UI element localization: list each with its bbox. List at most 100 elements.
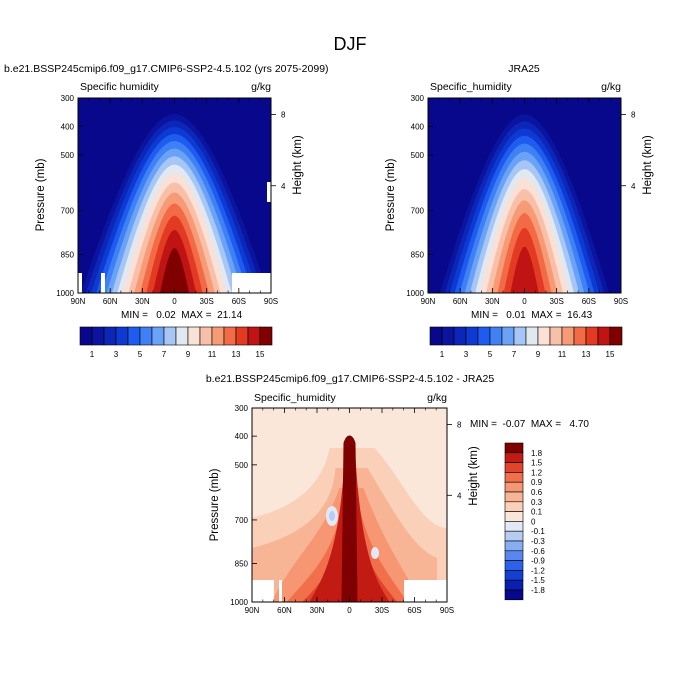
colorbar-swatch xyxy=(91,326,105,346)
colorbar-swatch xyxy=(513,326,527,346)
colorbar-swatch xyxy=(504,442,524,454)
colorbar-label: 5 xyxy=(488,350,493,359)
lat-tick-label: 90N xyxy=(71,297,86,306)
height-tick-label: 8 xyxy=(631,111,636,120)
colorbar-label: 5 xyxy=(138,350,143,359)
diff-min-max: MIN = -0.07 MAX = 4.70 xyxy=(470,419,589,430)
colorbar-swatch xyxy=(504,570,524,581)
colorbar-swatch xyxy=(127,326,141,346)
height-tick-label: 8 xyxy=(281,111,286,120)
colorbar-swatch xyxy=(585,326,599,346)
lat-tick-label: 0 xyxy=(522,297,527,306)
colorbar-label: -0.3 xyxy=(531,537,545,546)
diff-ylabel: Pressure (mb) xyxy=(209,468,221,541)
colorbar-swatch xyxy=(504,540,524,552)
colorbar-swatch xyxy=(504,560,524,571)
model-ylabel-right: Height (km) xyxy=(292,135,304,195)
diff-axes: 300 400 500 700 850 1000 8 4 90N 60N 30N 0 30S 60S 90S xyxy=(230,404,462,615)
colorbar-label: -1.8 xyxy=(531,586,545,595)
obs-ylabel: Pressure (mb) xyxy=(385,158,397,231)
diff-contour-field xyxy=(252,408,447,602)
colorbar-label: 11 xyxy=(208,350,217,359)
pressure-tick-label: 400 xyxy=(235,432,249,441)
colorbar-swatch xyxy=(504,501,524,512)
colorbar-label: 0.9 xyxy=(531,478,543,487)
colorbar-swatch xyxy=(504,530,524,542)
missing-data-patch xyxy=(267,182,271,202)
colorbar-label: 7 xyxy=(512,350,517,359)
height-tick-label: 4 xyxy=(631,182,636,191)
lat-tick-label: 90N xyxy=(245,606,260,615)
obs-right-label: g/kg xyxy=(601,81,621,93)
colorbar-label: 3 xyxy=(464,350,469,359)
diff-left-label: Specific_humidity xyxy=(254,392,336,404)
colorbar-label: -1.5 xyxy=(531,576,545,585)
lat-tick-label: 30S xyxy=(375,606,389,615)
colorbar-label: 0.6 xyxy=(531,488,543,497)
pressure-tick-label: 850 xyxy=(235,560,249,569)
lat-tick-label: 30S xyxy=(200,297,214,306)
colorbar-swatch xyxy=(504,481,524,493)
lat-tick-label: 60N xyxy=(453,297,468,306)
pressure-tick-label: 500 xyxy=(411,151,425,160)
lat-tick-label: 60S xyxy=(232,297,246,306)
colorbar-swatch xyxy=(247,326,261,346)
missing-data-patch xyxy=(78,273,82,293)
pressure-tick-label: 300 xyxy=(235,404,249,413)
lat-tick-label: 90S xyxy=(440,606,454,615)
pressure-tick-label: 1000 xyxy=(230,598,248,607)
colorbar-swatch xyxy=(504,550,524,561)
diff-right-label: g/kg xyxy=(427,392,447,404)
colorbar-swatch xyxy=(453,326,467,346)
lat-tick-label: 30S xyxy=(550,297,564,306)
pressure-tick-label: 400 xyxy=(61,122,75,131)
colorbar-swatch xyxy=(504,472,524,483)
colorbar-label: 0.3 xyxy=(531,498,543,507)
diff-panel-title: b.e21.BSSP245cmip6.f09_g17.CMIP6-SSP2-4.… xyxy=(206,373,494,385)
height-tick-label: 4 xyxy=(457,491,462,500)
colorbar-label: 1 xyxy=(90,350,95,359)
colorbar-swatch xyxy=(549,326,563,346)
colorbar-label: 13 xyxy=(582,350,591,359)
colorbar-swatch xyxy=(537,326,551,346)
colorbar-label: -1.2 xyxy=(531,566,545,575)
model-axes: 300 400 500 700 850 1000 8 4 90N 60N 30N 0 30S 60S 90S xyxy=(56,94,286,306)
colorbar-swatch xyxy=(139,326,153,346)
contour-level-band xyxy=(159,248,190,293)
colorbar-swatch xyxy=(561,326,575,346)
pressure-tick-label: 300 xyxy=(61,94,75,103)
lat-tick-label: 90S xyxy=(614,297,628,306)
obs-min-max: MIN = 0.01 MAX = 16.43 xyxy=(471,310,593,321)
colorbar-swatch xyxy=(504,452,524,463)
obs-contour-field xyxy=(428,98,621,294)
colorbar-label: 1.8 xyxy=(531,449,543,458)
model-min-max: MIN = 0.02 MAX = 21.14 xyxy=(121,310,243,321)
colorbar-swatch xyxy=(103,326,117,346)
pressure-tick-label: 500 xyxy=(61,151,75,160)
pressure-tick-label: 400 xyxy=(411,122,425,131)
colorbar-swatch xyxy=(525,326,539,346)
colorbar-label: 11 xyxy=(558,350,567,359)
pressure-tick-label: 500 xyxy=(235,461,249,470)
figure-title: DJF xyxy=(334,34,367,54)
pressure-tick-label: 700 xyxy=(61,207,75,216)
colorbar-swatch xyxy=(609,326,623,346)
colorbar-label: 13 xyxy=(232,350,241,359)
colorbar-label: -0.9 xyxy=(531,557,545,566)
missing-data-patch xyxy=(232,273,271,293)
colorbar-swatch xyxy=(175,326,189,346)
diff-band xyxy=(341,435,358,602)
colorbar-swatch xyxy=(504,511,524,522)
diff-band xyxy=(279,580,282,602)
model-right-label: g/kg xyxy=(251,81,271,93)
pressure-tick-label: 700 xyxy=(235,516,249,525)
colorbar-label: 1 xyxy=(440,350,445,359)
lat-tick-label: 30N xyxy=(310,606,325,615)
colorbar-label: 0 xyxy=(531,517,536,526)
pressure-tick-label: 850 xyxy=(411,250,425,259)
colorbar-label: 9 xyxy=(186,350,191,359)
diff-colorbar: 1.81.51.20.90.60.30.10-0.1-0.3-0.6-0.9-1… xyxy=(504,442,545,601)
colorbar-swatch xyxy=(441,326,455,346)
